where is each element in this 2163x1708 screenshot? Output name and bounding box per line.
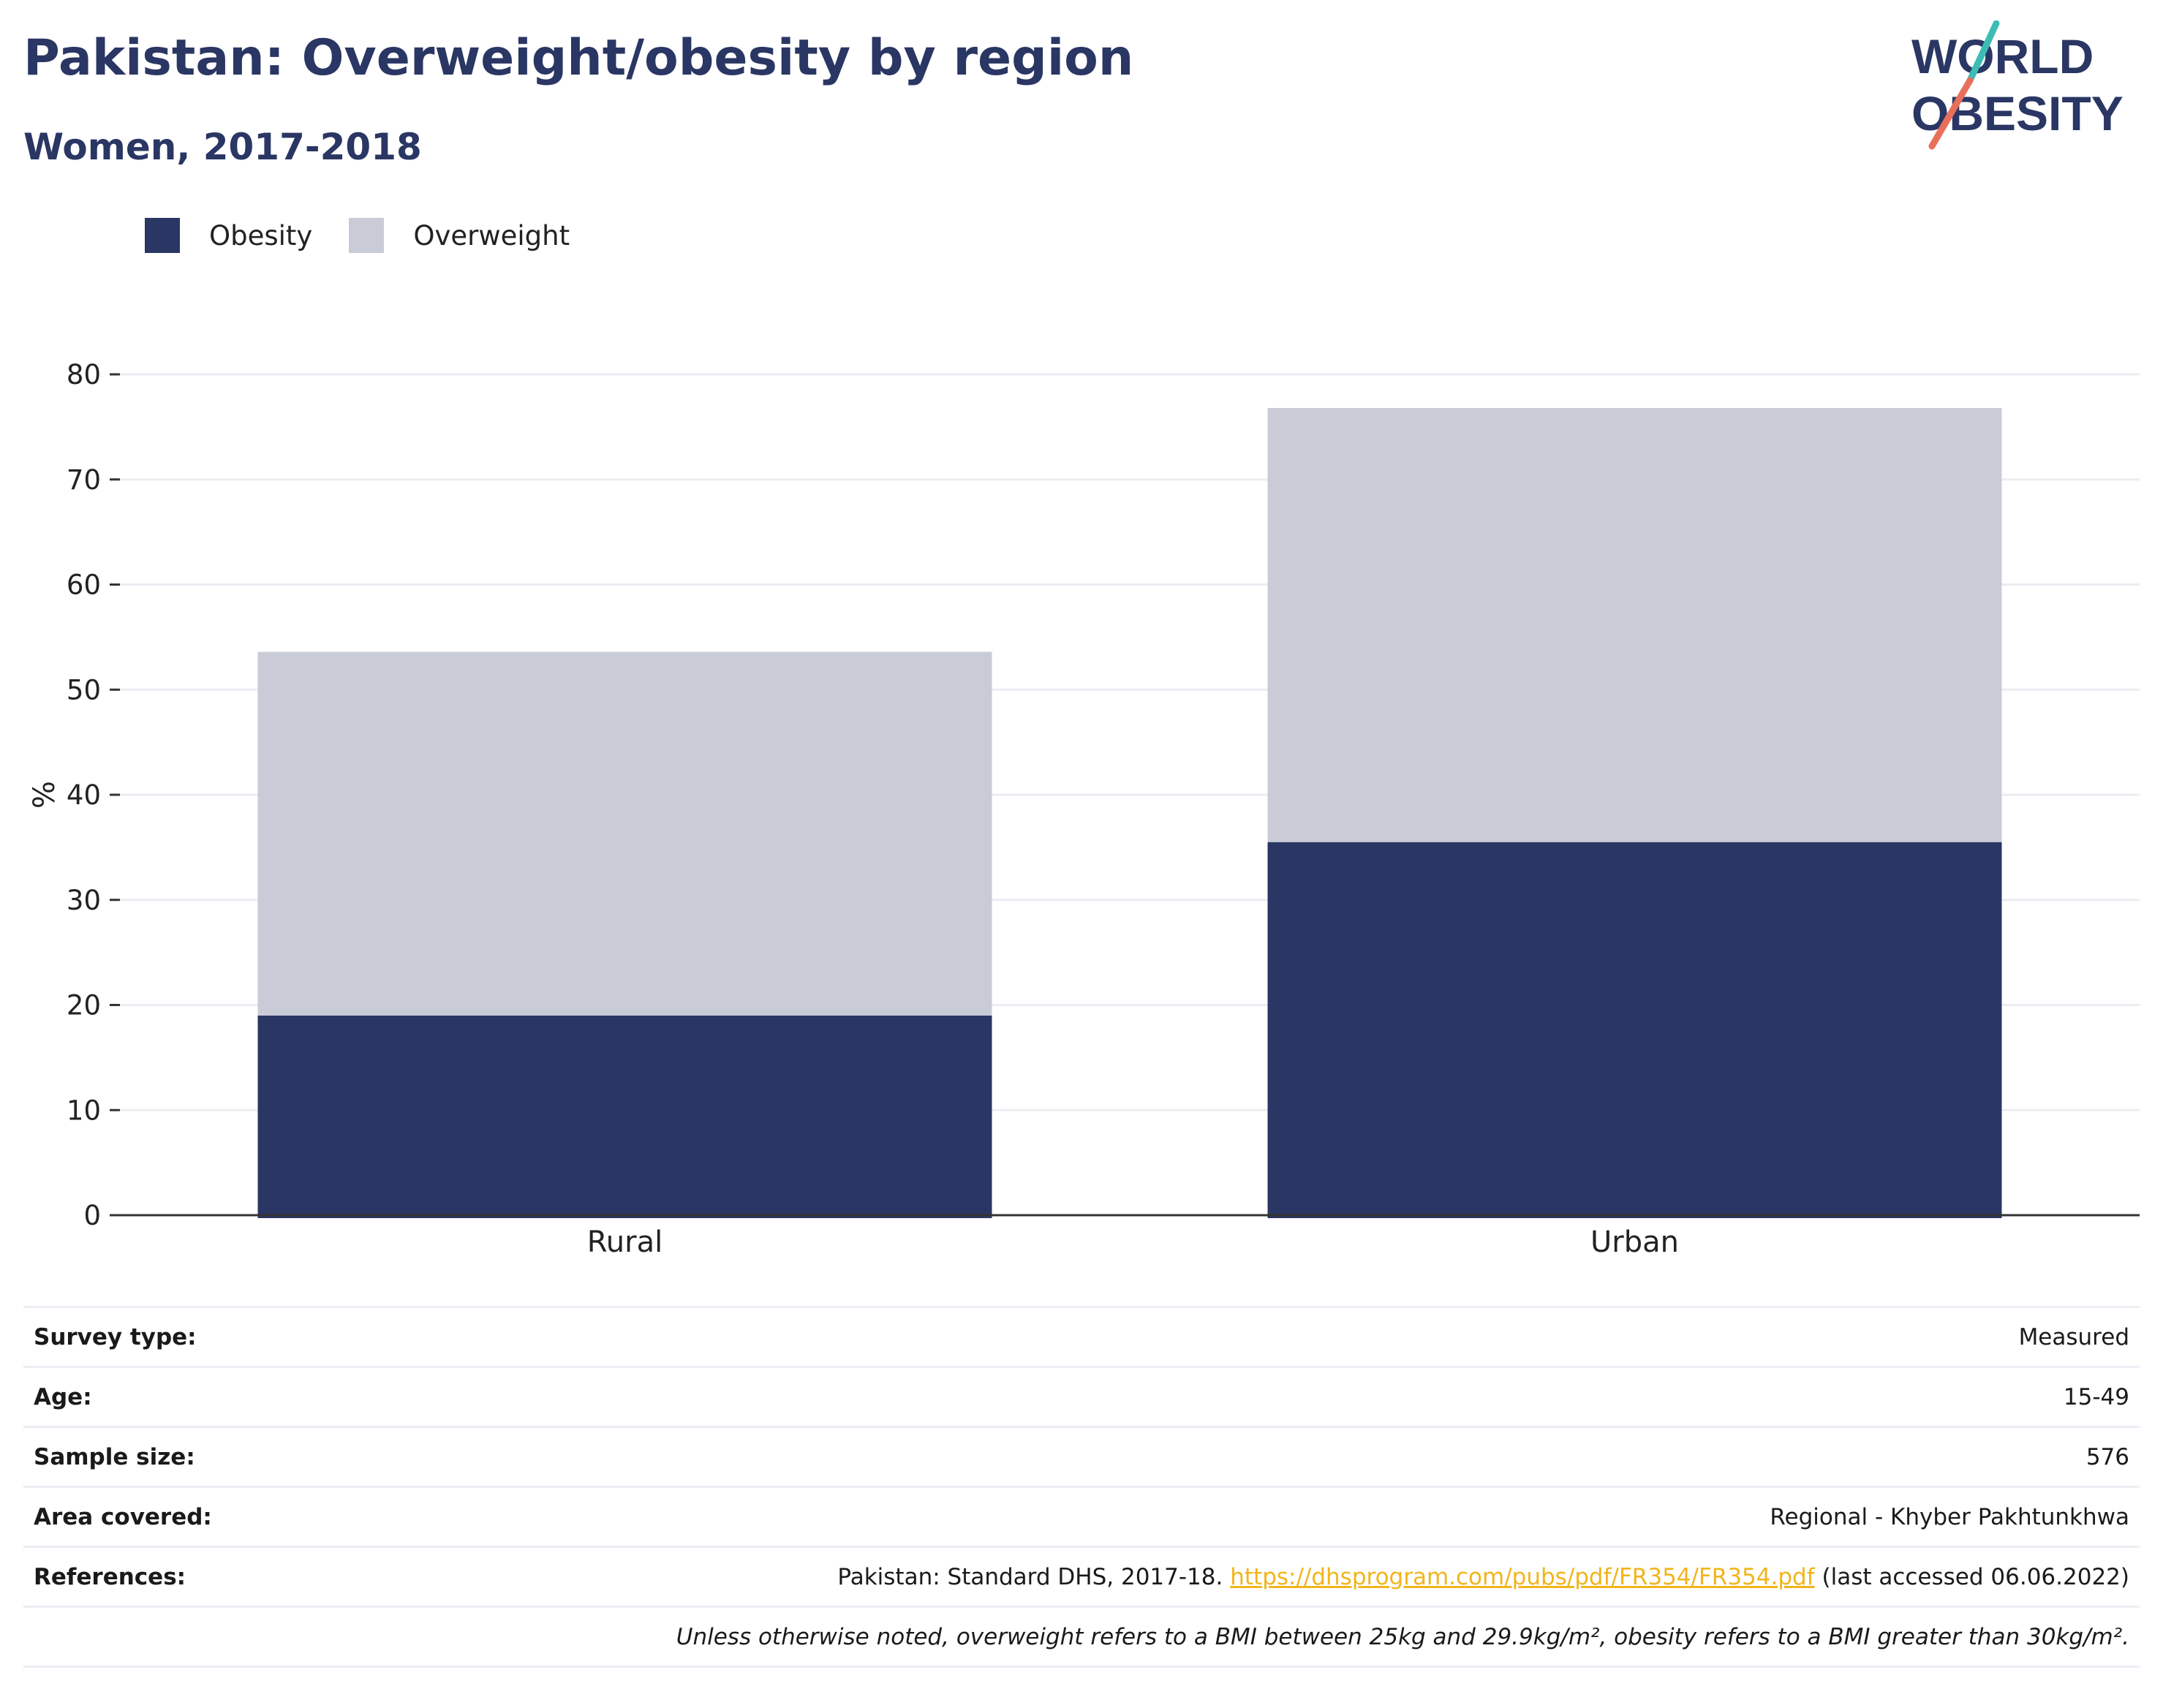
y-tick-label: 60 [67,570,101,601]
world-obesity-logo: WORLD OBESITY [1911,20,2124,150]
y-tick-label: 80 [67,359,101,390]
y-axis-label: % [28,781,61,809]
info-label-sample-size: Sample size: [34,1443,195,1470]
chart-title: Pakistan: Overweight/obesity by region [23,29,1134,87]
bar-obesity-urban [1267,842,2002,1218]
info-label-age: Age: [34,1383,92,1410]
bar-overweight-rural [257,651,992,1016]
info-row-sample-size: Sample size: 576 [23,1427,2140,1487]
info-row-age: Age: 15-49 [23,1367,2140,1427]
bar-obesity-rural [257,1015,992,1218]
legend-swatch-obesity [145,218,180,253]
bar-overweight-urban [1267,408,2002,842]
y-tick-label: 70 [67,464,101,496]
chart-subtitle: Women, 2017-2018 [23,126,422,168]
logo-slash-top [1966,20,2000,84]
y-tick-label: 40 [67,779,101,811]
reference-accessed: (last accessed 06.06.2022) [1822,1563,2129,1590]
legend-label-overweight: Overweight [413,219,570,252]
legend-item-obesity[interactable]: Obesity [145,218,312,253]
info-row-survey-type: Survey type: Measured [23,1307,2140,1367]
reference-link[interactable]: https://dhsprogram.com/pubs/pdf/FR354/FR… [1230,1563,1815,1590]
x-tick-label: Rural [587,1225,663,1259]
y-tick-label: 50 [67,674,101,706]
info-value-area: Regional - Khyber Pakhtunkhwa [1770,1503,2129,1530]
x-tick-label: Urban [1590,1225,1679,1259]
info-value-sample-size: 576 [2085,1443,2129,1470]
logo-slash-bottom [1928,77,1974,150]
info-label-survey-type: Survey type: [34,1323,197,1350]
info-value-age: 15-49 [2063,1383,2129,1410]
y-tick-label: 0 [83,1200,101,1231]
info-label-references: References: [34,1563,186,1590]
legend-item-overweight[interactable]: Overweight [349,218,570,253]
definition-note: Unless otherwise noted, overweight refer… [676,1623,2129,1650]
y-tick-label: 20 [67,990,101,1021]
chart-legend: Obesity Overweight [145,216,584,254]
info-value-survey-type: Measured [2018,1323,2129,1350]
legend-label-obesity: Obesity [209,219,313,252]
survey-info-table: Survey type: Measured Age: 15-49 Sample … [23,1306,2140,1668]
info-label-area: Area covered: [34,1503,212,1530]
logo-text-world: WORLD [1911,29,2094,83]
y-tick-label: 10 [67,1095,101,1126]
bar-chart: 0 10 20 30 40 50 60 70 80% Rural Urban [28,359,2140,1259]
info-row-references: References: Pakistan: Standard DHS, 2017… [23,1546,2140,1607]
info-row-note: Unless otherwise noted, overweight refer… [23,1606,2140,1667]
info-row-area: Area covered: Regional - Khyber Pakhtunk… [23,1486,2140,1547]
logo-text-obesity: OBESITY [1911,86,2124,140]
info-value-references: Pakistan: Standard DHS, 2017-18. https:/… [302,1547,2140,1607]
y-tick-label: 30 [67,885,101,916]
legend-swatch-overweight [349,218,385,253]
reference-source: Pakistan: Standard DHS, 2017-18. [837,1563,1223,1590]
